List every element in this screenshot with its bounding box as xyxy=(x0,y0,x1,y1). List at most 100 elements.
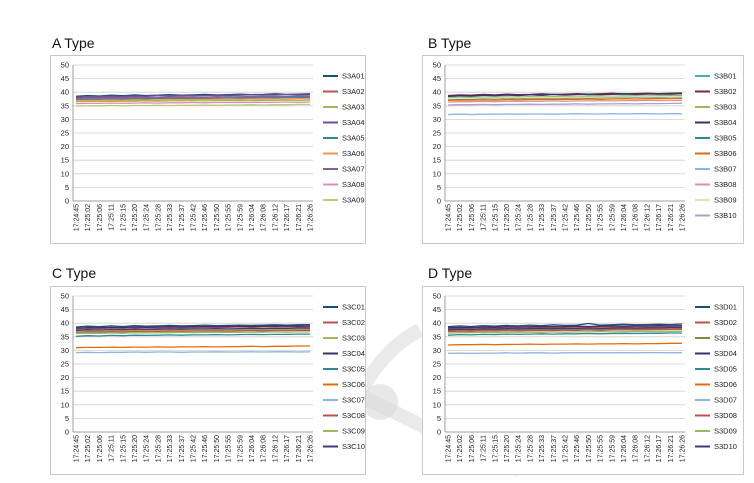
series-line-s3c05 xyxy=(75,333,310,337)
x-tick-label: 17:25:37 xyxy=(551,435,558,462)
series-line-s3d03 xyxy=(447,327,683,332)
y-tick-label: 45 xyxy=(433,305,441,314)
y-tick-label: 30 xyxy=(433,115,441,124)
y-tick-label: 45 xyxy=(61,305,69,314)
legend-label: S3B09 xyxy=(714,196,737,205)
x-tick-label: 17:26:04 xyxy=(621,204,628,231)
x-tick-label: 17:26:21 xyxy=(296,435,303,462)
chart-frame-c: 0 5 10 15 20 25 30 35 40 45 50 17:24:45 17:25:02 17:2… xyxy=(50,286,366,475)
series-line-s3b06 xyxy=(447,97,682,102)
legend-label: S3D03 xyxy=(714,334,737,343)
legend-label: S3B04 xyxy=(714,118,737,127)
x-tick-label: 17:25:20 xyxy=(132,204,139,231)
legend-label: S3A04 xyxy=(342,118,365,127)
x-tick-label: 17:25:59 xyxy=(237,204,244,231)
series-line-s3d05 xyxy=(447,332,682,336)
series-line-s3c10 xyxy=(75,327,310,331)
x-tick-label: 17:26:26 xyxy=(308,435,315,462)
y-tick-label: 45 xyxy=(61,74,69,83)
x-tick-label: 17:26:04 xyxy=(249,204,256,231)
y-tick-label: 5 xyxy=(437,414,441,423)
legend-label: S3D09 xyxy=(714,427,737,436)
series-line-s3d08 xyxy=(447,328,682,333)
series-line-s3d04 xyxy=(447,324,683,329)
x-tick-label: 17:26:12 xyxy=(644,204,651,231)
legend-label: S3A07 xyxy=(342,165,365,174)
y-tick-label: 25 xyxy=(433,129,441,138)
x-tick-label: 17:25:06 xyxy=(97,204,104,231)
x-tick-label: 17:25:11 xyxy=(109,435,116,462)
chart-frame-a: 0 5 10 15 20 25 30 35 40 45 50 17:24:45 17:25:02 17:2… xyxy=(50,55,366,244)
x-tick-label: 17:26:21 xyxy=(668,204,675,231)
x-tick-label: 17:25:28 xyxy=(155,435,162,462)
x-tick-label: 17:24:45 xyxy=(446,204,453,231)
y-tick-label: 20 xyxy=(61,142,69,151)
legend-label: S3B02 xyxy=(714,87,737,96)
x-tick-label: 17:25:55 xyxy=(226,435,233,462)
series-line-s3a03 xyxy=(75,99,311,103)
y-tick-label: 50 xyxy=(61,292,69,301)
series-line-s3c01 xyxy=(75,323,311,328)
series-line-s3d09 xyxy=(447,330,682,334)
x-tick-label: 17:25:55 xyxy=(598,204,605,231)
x-tick-label: 17:25:15 xyxy=(492,204,499,231)
x-tick-label: 17:25:55 xyxy=(226,204,233,231)
x-tick-label: 17:25:42 xyxy=(563,204,570,231)
legend-label: S3C08 xyxy=(342,411,365,420)
series-line-s3a09 xyxy=(75,103,310,107)
series-line-s3a06 xyxy=(75,98,310,102)
series-line-s3a07 xyxy=(75,95,311,100)
x-tick-label: 17:25:02 xyxy=(457,204,464,231)
legend-label: S3C03 xyxy=(342,334,365,343)
x-tick-label: 17:25:24 xyxy=(516,435,523,462)
y-tick-label: 35 xyxy=(433,101,441,110)
x-tick-label: 17:25:59 xyxy=(237,435,244,462)
series-line-s3b02 xyxy=(447,92,683,97)
x-tick-label: 17:25:46 xyxy=(574,435,581,462)
x-tick-label: 17:26:17 xyxy=(656,204,663,231)
x-tick-label: 17:25:46 xyxy=(574,204,581,231)
x-tick-label: 17:26:17 xyxy=(284,435,291,462)
y-tick-label: 10 xyxy=(61,169,69,178)
x-tick-label: 17:26:26 xyxy=(680,435,687,462)
x-tick-label: 17:25:33 xyxy=(539,435,546,462)
x-tick-label: 17:25:46 xyxy=(202,204,209,231)
y-tick-label: 40 xyxy=(61,319,69,328)
y-tick-label: 10 xyxy=(433,169,441,178)
legend-label: S3D07 xyxy=(714,396,737,405)
x-tick-label: 17:25:02 xyxy=(85,435,92,462)
x-tick-label: 17:25:06 xyxy=(97,435,104,462)
x-tick-label: 17:26:12 xyxy=(272,435,279,462)
x-tick-label: 17:25:11 xyxy=(481,204,488,231)
y-tick-label: 25 xyxy=(61,360,69,369)
legend-label: S3C09 xyxy=(342,427,365,436)
y-tick-label: 15 xyxy=(433,387,441,396)
series-line-s3a04 xyxy=(75,93,311,98)
x-tick-label: 17:25:28 xyxy=(527,435,534,462)
x-tick-label: 17:26:08 xyxy=(261,204,268,231)
x-tick-label: 17:25:11 xyxy=(109,204,116,231)
x-tick-label: 17:25:50 xyxy=(586,204,593,231)
y-tick-label: 30 xyxy=(61,115,69,124)
line-chart-b: 0 5 10 15 20 25 30 35 40 45 50 17:24:45 17:25:02 17:2… xyxy=(433,61,737,232)
x-tick-label: 17:26:08 xyxy=(633,204,640,231)
y-tick-label: 45 xyxy=(433,74,441,83)
y-tick-label: 5 xyxy=(437,183,441,192)
y-tick-label: 20 xyxy=(433,142,441,151)
legend-label: S3C05 xyxy=(342,365,365,374)
x-tick-label: 17:26:12 xyxy=(272,204,279,231)
y-tick-label: 30 xyxy=(433,346,441,355)
legend-label: S3A08 xyxy=(342,180,365,189)
y-tick-label: 35 xyxy=(61,101,69,110)
x-tick-label: 17:25:11 xyxy=(481,435,488,462)
series-line-s3b03 xyxy=(447,94,683,99)
x-tick-label: 17:25:20 xyxy=(132,435,139,462)
series-line-s3b08 xyxy=(447,99,682,103)
x-tick-label: 17:26:21 xyxy=(668,435,675,462)
x-tick-label: 17:26:21 xyxy=(296,204,303,231)
chart-frame-d: 0 5 10 15 20 25 30 35 40 45 50 17:24:45 17:25:02 17:2… xyxy=(422,286,744,475)
legend-label: S3A01 xyxy=(342,72,365,81)
y-tick-label: 10 xyxy=(433,400,441,409)
x-tick-label: 17:25:37 xyxy=(551,204,558,231)
x-tick-label: 17:25:55 xyxy=(598,435,605,462)
